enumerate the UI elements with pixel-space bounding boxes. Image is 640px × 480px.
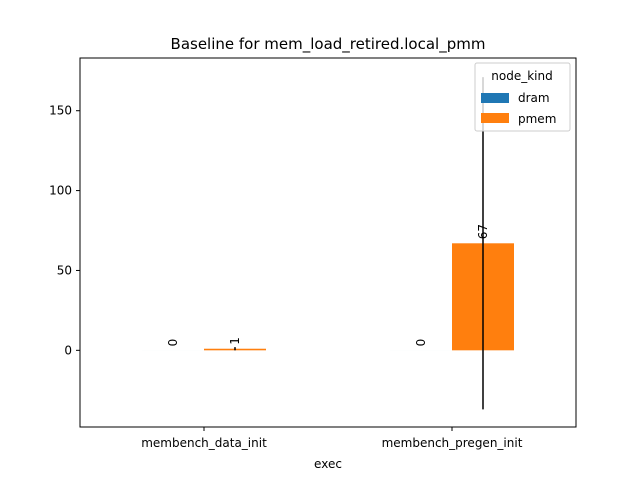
legend-label-dram: dram bbox=[518, 91, 550, 105]
y-tick-label-0: 0 bbox=[64, 343, 72, 357]
legend: node_kind dram pmem bbox=[474, 62, 571, 132]
bar-label-pmem-0: 1 bbox=[228, 337, 242, 345]
bar-label-dram-0: 0 bbox=[166, 339, 180, 347]
x-tick-label-1: membench_pregen_init bbox=[382, 436, 523, 450]
legend-swatch-pmem bbox=[481, 113, 509, 123]
x-tick-label-0: membench_data_init bbox=[141, 436, 267, 450]
legend-swatch-dram bbox=[481, 93, 509, 103]
chart-title: Baseline for mem_load_retired.local_pmm bbox=[171, 35, 486, 54]
y-tick-label-1: 50 bbox=[57, 263, 72, 277]
x-axis: membench_data_init membench_pregen_init bbox=[141, 427, 523, 450]
y-tick-label-2: 100 bbox=[49, 184, 72, 198]
bar-label-dram-1: 0 bbox=[414, 339, 428, 347]
plot-area: 0 1 0 67 bbox=[142, 77, 514, 410]
legend-title: node_kind bbox=[491, 69, 552, 83]
plot-frame bbox=[79, 57, 577, 428]
y-tick-label-3: 150 bbox=[49, 104, 72, 118]
x-axis-label: exec bbox=[314, 457, 342, 471]
y-axis: 0 50 100 150 bbox=[49, 104, 80, 357]
bar-label-pmem-1: 67 bbox=[476, 224, 490, 239]
legend-label-pmem: pmem bbox=[518, 112, 556, 126]
